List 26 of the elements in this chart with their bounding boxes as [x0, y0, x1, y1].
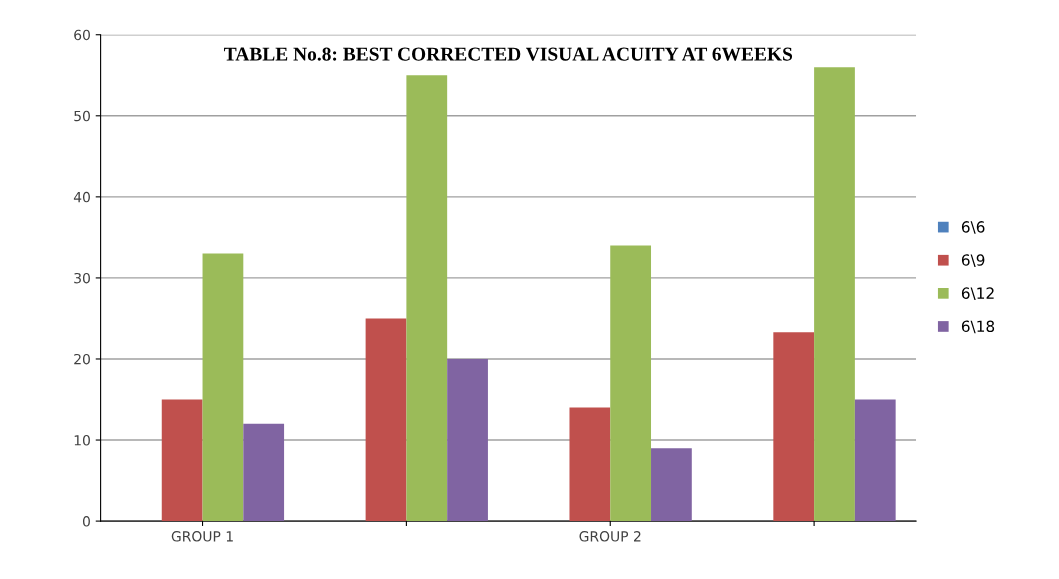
- bar: [447, 358, 488, 522]
- bar: [814, 67, 855, 522]
- chart-title: TABLE No.8: BEST CORRECTED VISUAL ACUITY AT 6WEEKS: [224, 47, 793, 61]
- y-tick-label: 50: [74, 110, 90, 122]
- x-tick-label: GROUP 2: [579, 531, 641, 542]
- x-tick-label: GROUP 1: [171, 531, 233, 542]
- bar: [773, 332, 815, 522]
- legend-label: 6\6: [961, 221, 985, 234]
- y-tick-label: 10: [74, 435, 90, 446]
- bar: [651, 448, 692, 522]
- bar: [202, 253, 244, 522]
- legend-label: 6\9: [961, 254, 985, 267]
- bar: [161, 399, 203, 522]
- y-tick-label: 0: [82, 516, 90, 527]
- legend-label: 6\12: [961, 287, 994, 301]
- y-tick-label: 20: [74, 353, 90, 365]
- bar: [243, 423, 285, 522]
- bar: [365, 318, 407, 522]
- bar: [569, 407, 611, 522]
- y-tick-label: 60: [74, 29, 90, 41]
- y-tick-label: 40: [73, 191, 90, 203]
- bar: [610, 245, 652, 522]
- bar: [406, 75, 448, 522]
- legend-label: 6\18: [961, 320, 995, 334]
- y-tick-label: 30: [74, 272, 90, 284]
- bar: [854, 399, 896, 522]
